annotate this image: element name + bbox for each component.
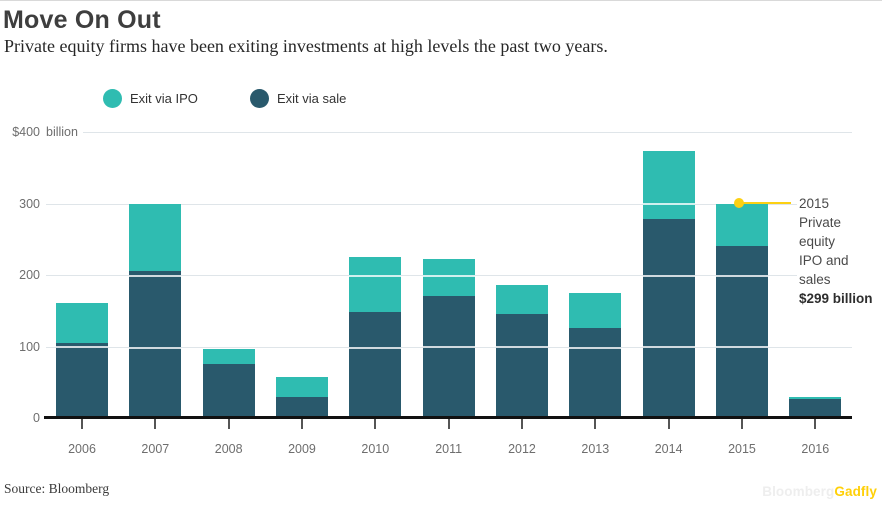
bar-2008: [202, 348, 255, 418]
x-axis-label-2009: 2009: [288, 442, 316, 456]
bar-2009-ipo-segment: [275, 376, 328, 398]
bar-gridline-overlay: [349, 275, 402, 277]
bar-2008-sale-segment: [202, 364, 255, 418]
bar-2012: [495, 285, 548, 418]
y-axis-label-100: 100: [19, 339, 40, 354]
bar-gridline-overlay: [422, 274, 475, 277]
bar-gridline-overlay: [349, 346, 402, 349]
x-tick-2013: [594, 419, 597, 429]
x-tick-2008: [227, 419, 230, 429]
x-axis-label-2010: 2010: [361, 442, 390, 456]
bar-2007-ipo-segment: [129, 203, 182, 272]
bloomberg-gadfly-logo: BloombergGadfly: [762, 484, 877, 499]
x-tick-2009: [300, 419, 303, 429]
legend-dot-sale-icon: [250, 89, 269, 108]
bar-gridline-overlay: [715, 346, 768, 349]
x-tick-2010: [374, 419, 377, 429]
chart-title: Move On Out: [3, 6, 161, 34]
legend-item-exit-via-ipo: Exit via IPO: [103, 89, 198, 108]
y-axis-label-0: 0: [33, 411, 40, 425]
brand-bloomberg: Bloomberg: [762, 484, 835, 499]
bar-2007-sale-segment: [129, 271, 182, 418]
bar-gridline-overlay: [642, 346, 695, 349]
bar-2011-sale-segment: [422, 295, 475, 418]
bar-gridline-overlay: [642, 274, 695, 277]
bar-2013: [569, 292, 622, 418]
chart-subtitle: Private equity firms have been exiting i…: [4, 36, 608, 56]
bar-2015: [715, 204, 768, 418]
bar-2016: [789, 397, 842, 418]
source-credit: Source: Bloomberg: [4, 481, 110, 496]
annotation-line2: IPO and sales: [799, 253, 849, 287]
x-axis-baseline: [44, 416, 852, 419]
x-axis-label-2012: 2012: [508, 442, 536, 456]
bar-gridline-overlay: [129, 346, 182, 349]
bar-2009-sale-segment: [275, 397, 328, 418]
x-tick-2007: [154, 419, 157, 429]
x-axis-label-2007: 2007: [141, 442, 170, 456]
bar-2016-sale-segment: [789, 399, 842, 418]
x-axis-label-2014: 2014: [654, 442, 683, 456]
x-tick-2011: [447, 419, 450, 429]
bar-2010: [349, 257, 402, 418]
x-tick-2016: [814, 419, 817, 429]
bar-2016-ipo-segment: [789, 397, 842, 400]
bar-2014: [642, 150, 695, 418]
x-tick-2006: [81, 419, 83, 429]
annotation-value: $299 billion: [799, 291, 873, 306]
y-axis-label-400: $400: [12, 125, 40, 139]
bar-gridline-overlay: [129, 275, 182, 277]
gridline-300: [46, 203, 852, 205]
bar-2012-sale-segment: [495, 314, 548, 418]
callout-dot-icon: [734, 198, 744, 208]
bar-2015-ipo-segment: [715, 204, 768, 247]
bar-2008-ipo-segment: [202, 348, 255, 365]
x-axis-label-2016: 2016: [801, 442, 830, 456]
bar-2014-ipo-segment: [642, 150, 695, 219]
bar-2010-ipo-segment: [349, 257, 402, 313]
annotation-year: 2015: [799, 196, 830, 211]
brand-gadfly: Gadfly: [834, 484, 877, 499]
bar-gridline-overlay: [56, 346, 108, 349]
bar-2013-sale-segment: [569, 327, 622, 418]
x-tick-2015: [740, 419, 743, 429]
y-axis-unit-label: billion: [46, 125, 78, 139]
bar-2012-ipo-segment: [495, 285, 548, 315]
bar-2015-sale-segment: [715, 246, 768, 418]
bar-gridline-overlay: [715, 274, 768, 277]
callout-line: [739, 202, 791, 204]
bar-gridline-overlay: [495, 346, 548, 349]
x-axis-label-2006: 2006: [68, 442, 96, 456]
x-tick-2014: [667, 419, 670, 429]
x-axis-label-2011: 2011: [435, 442, 463, 456]
bar-2010-sale-segment: [349, 312, 402, 418]
legend-dot-ipo-icon: [103, 89, 122, 108]
bar-2013-ipo-segment: [569, 292, 622, 328]
bar-2014-sale-segment: [642, 218, 695, 418]
bar-gridline-overlay: [642, 203, 695, 206]
x-tick-2012: [520, 419, 523, 429]
bar-gridline-overlay: [422, 346, 475, 349]
y-axis-label-300: 300: [19, 196, 40, 211]
bar-gridline-overlay: [569, 346, 622, 349]
annotation-2015: 2015 Private equity IPO and sales $299 b…: [797, 193, 882, 309]
legend-label-ipo: Exit via IPO: [130, 91, 198, 106]
legend-item-exit-via-sale: Exit via sale: [250, 89, 346, 108]
bar-2006-sale-segment: [56, 342, 108, 418]
x-axis-label-2013: 2013: [581, 442, 610, 456]
annotation-line1: Private equity: [799, 215, 842, 249]
y-axis-label-200: 200: [19, 268, 40, 282]
bar-2006-ipo-segment: [56, 302, 108, 343]
gridline-400: [83, 132, 852, 133]
bar-2009: [275, 376, 328, 418]
legend-label-sale: Exit via sale: [277, 91, 347, 106]
x-axis-label-2008: 2008: [214, 442, 243, 456]
x-axis-label-2015: 2015: [728, 442, 756, 456]
bar-2007: [129, 203, 182, 419]
bar-2011: [422, 258, 475, 418]
bar-2011-ipo-segment: [422, 258, 475, 296]
bar-2006: [56, 302, 108, 418]
